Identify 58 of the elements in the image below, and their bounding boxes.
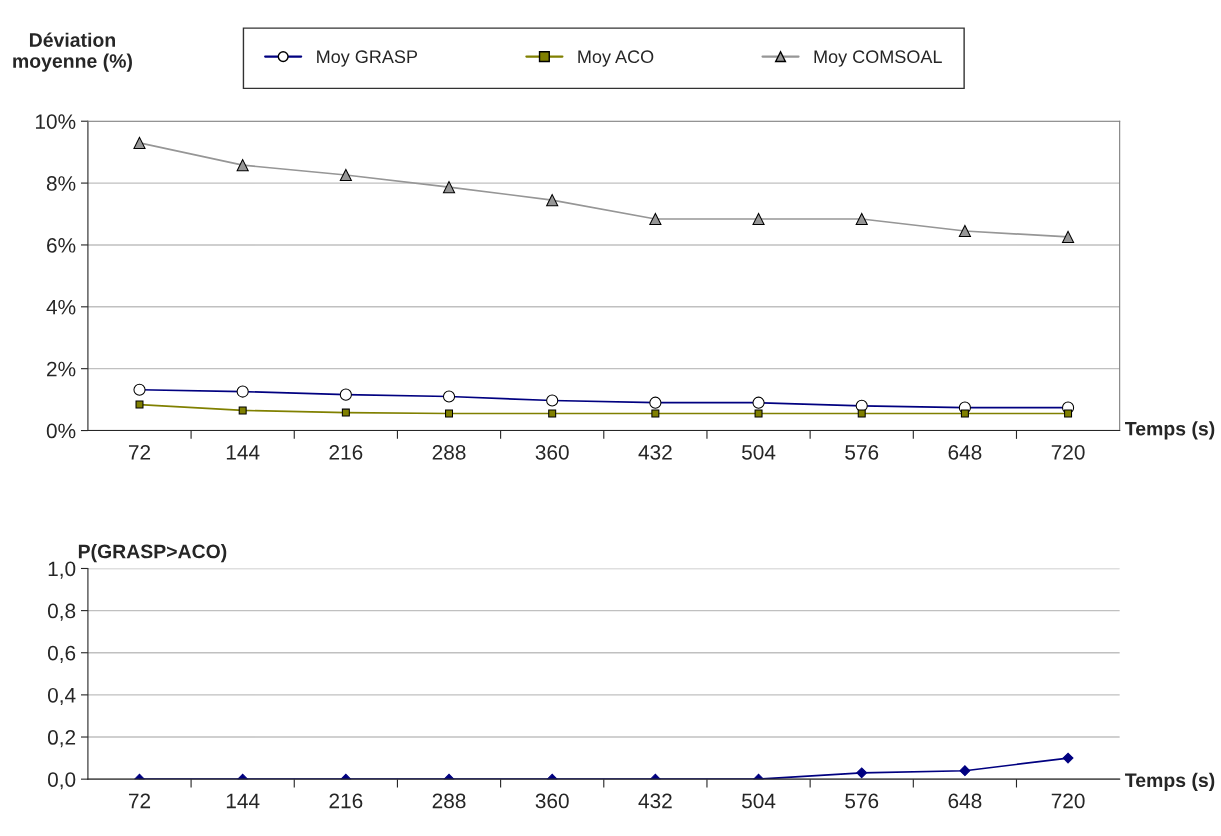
x-tick-label: 216 bbox=[329, 793, 363, 809]
y-axis-title: Déviation moyenne (%) bbox=[13, 32, 132, 72]
point bbox=[133, 136, 146, 149]
point bbox=[339, 168, 352, 182]
x-tick-label: 504 bbox=[742, 444, 776, 460]
x-tick-label: 576 bbox=[845, 444, 879, 460]
point bbox=[442, 181, 456, 194]
point bbox=[958, 224, 971, 238]
legend-label: Moy GRASP bbox=[317, 50, 418, 67]
y-tick-label: 1,0 bbox=[48, 561, 76, 579]
point bbox=[960, 409, 969, 418]
legend-label: Moy ACO bbox=[578, 50, 654, 67]
legend-label: Moy COMSOAL bbox=[814, 50, 942, 67]
point bbox=[651, 409, 660, 418]
point bbox=[548, 409, 557, 418]
point bbox=[1061, 230, 1075, 243]
x-tick-label: 648 bbox=[948, 444, 982, 460]
point bbox=[341, 408, 350, 417]
x-tick-label: 288 bbox=[432, 793, 466, 809]
x-tick-label: 720 bbox=[1051, 444, 1085, 460]
y-tick-label: 2% bbox=[47, 361, 76, 377]
x-tick-label: 288 bbox=[432, 444, 466, 460]
y-tick-label: 6% bbox=[47, 237, 76, 253]
y-tick-label: 8% bbox=[46, 176, 76, 191]
x-tick-label: 576 bbox=[845, 793, 879, 809]
y-tick-label: 10% bbox=[36, 114, 76, 129]
y-tick-label: 0,0 bbox=[47, 772, 76, 790]
x-tick-label: 432 bbox=[638, 444, 672, 460]
y-tick-label: 0,2 bbox=[47, 730, 76, 748]
x-tick-label: 504 bbox=[742, 793, 776, 809]
y-tick-label: 0,8 bbox=[47, 603, 76, 621]
point bbox=[649, 212, 662, 226]
x-tick-label: 216 bbox=[329, 444, 363, 460]
x-tick-label: 432 bbox=[638, 793, 672, 809]
x-tick-label: 360 bbox=[535, 444, 569, 460]
point bbox=[445, 409, 454, 418]
y-tick-label: 4% bbox=[46, 299, 76, 315]
point bbox=[857, 409, 866, 418]
point bbox=[855, 212, 868, 226]
point bbox=[1064, 409, 1073, 418]
x-tick-label: 72 bbox=[128, 444, 151, 460]
y-tick-label: 0% bbox=[46, 423, 76, 439]
point bbox=[546, 194, 559, 207]
y-tick-label: 0,4 bbox=[47, 687, 76, 706]
y-tick-label: 0,6 bbox=[47, 645, 76, 663]
point bbox=[752, 212, 765, 226]
point bbox=[754, 409, 763, 418]
x-tick-label: 360 bbox=[535, 793, 569, 809]
x-axis-title: Temps (s) bbox=[1125, 421, 1215, 440]
x-tick-label: 648 bbox=[948, 793, 982, 809]
x-axis-title: Temps (s) bbox=[1125, 772, 1215, 791]
x-tick-label: 144 bbox=[226, 793, 260, 809]
point bbox=[238, 406, 247, 415]
x-tick-label: 720 bbox=[1051, 793, 1085, 809]
point bbox=[236, 159, 249, 172]
y-axis-title: P(GRASP>ACO) bbox=[78, 544, 227, 563]
x-tick-label: 72 bbox=[128, 793, 151, 809]
x-tick-label: 144 bbox=[226, 445, 260, 460]
